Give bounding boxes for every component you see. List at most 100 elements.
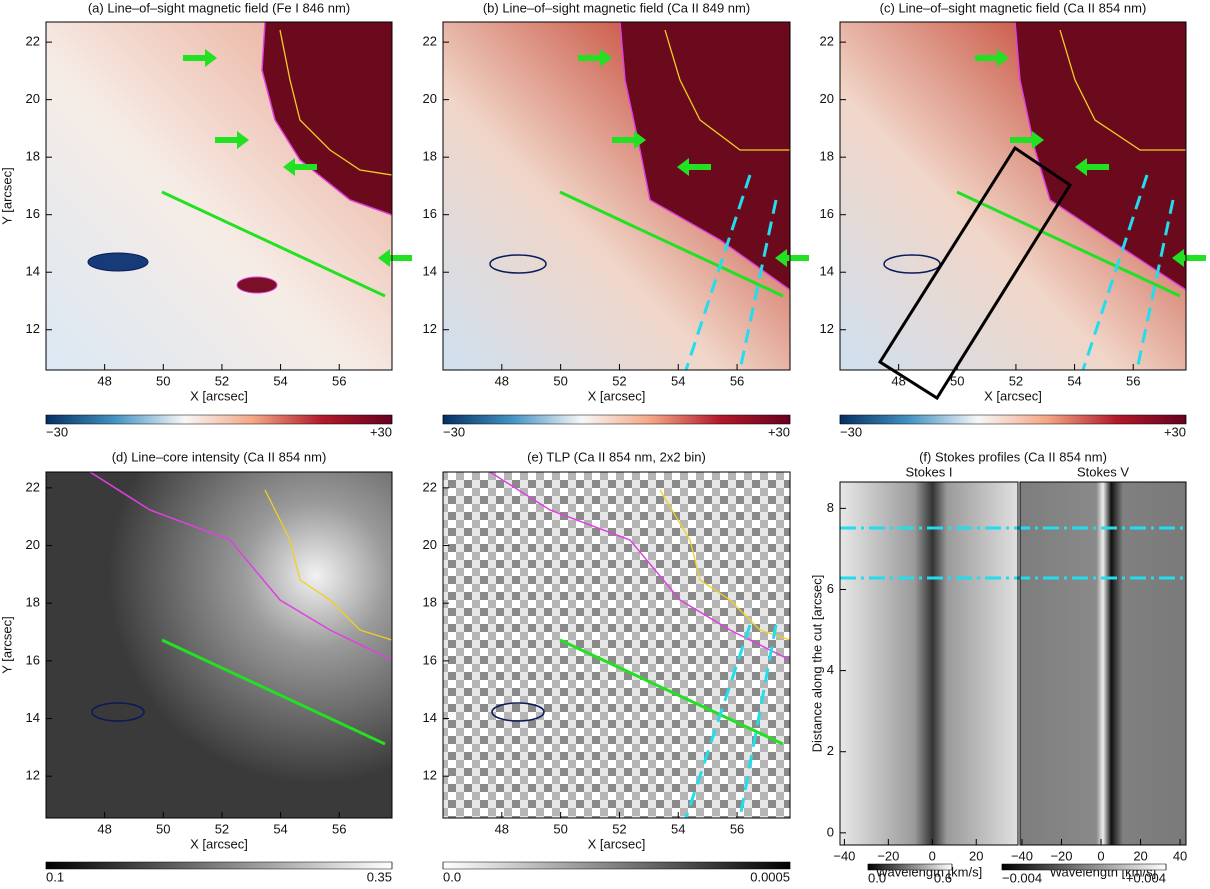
panel-title: (c) Line–of–sight magnetic field (Ca II … xyxy=(880,0,1147,15)
x-tick-label: 50 xyxy=(156,373,170,388)
panel-subtitle: Stokes V xyxy=(1077,464,1129,479)
x-tick-label: 56 xyxy=(1126,373,1140,388)
x-axis-label: X [arcsec] xyxy=(588,388,646,403)
x-tick-label: 54 xyxy=(273,821,287,836)
y-tick-label: 18 xyxy=(26,149,40,164)
y-tick-label: 14 xyxy=(820,264,834,279)
x-tick-label: 50 xyxy=(950,373,964,388)
y-tick-label: 12 xyxy=(423,768,437,783)
x-tick-label: 48 xyxy=(891,373,905,388)
x-tick-label: 48 xyxy=(495,373,509,388)
colorbar-label: 0.0005 xyxy=(750,869,790,884)
x-tick-label: 48 xyxy=(97,373,111,388)
colorbar xyxy=(1001,863,1167,871)
colorbar-label: 0.6 xyxy=(934,870,952,884)
colorbar-label: 0.35 xyxy=(367,869,392,884)
colorbar xyxy=(839,414,1187,425)
y-axis-label: Distance along the cut [arcsec] xyxy=(809,575,824,753)
y-tick-label: 14 xyxy=(26,264,40,279)
image-d xyxy=(46,471,393,818)
x-axis-label: X [arcsec] xyxy=(190,836,248,851)
y-tick-label: 18 xyxy=(26,595,40,610)
y-tick-label: 20 xyxy=(423,91,437,106)
colorbar-label: +30 xyxy=(370,424,392,439)
colorbar xyxy=(442,861,791,870)
y-tick-label: 14 xyxy=(26,710,40,725)
x-tick-label: 40 xyxy=(1173,848,1187,863)
y-tick-label: 12 xyxy=(26,768,40,783)
y-tick-label: 20 xyxy=(423,537,437,552)
x-tick-label: 54 xyxy=(671,373,685,388)
image-a xyxy=(46,21,412,370)
image-b xyxy=(443,21,809,371)
image-c xyxy=(840,21,1206,401)
colorbar-label: 0.0 xyxy=(443,869,461,884)
panel-title: (e) TLP (Ca II 854 nm, 2x2 bin) xyxy=(527,449,706,464)
colorbar-label: +30 xyxy=(768,424,790,439)
panel-title: (a) Line–of–sight magnetic field (Fe I 8… xyxy=(88,0,350,15)
x-tick-label: 54 xyxy=(671,821,685,836)
panel-title: (f) Stokes profiles (Ca II 854 nm) xyxy=(919,449,1107,464)
y-tick-label: 8 xyxy=(827,500,834,515)
x-axis-label: X [arcsec] xyxy=(984,388,1042,403)
y-tick-label: 22 xyxy=(820,34,834,49)
colorbar-label: −30 xyxy=(840,424,862,439)
colorbar-label: −30 xyxy=(46,424,68,439)
panel-title: (b) Line–of–sight magnetic field (Ca II … xyxy=(483,0,750,15)
y-tick-label: 20 xyxy=(26,537,40,552)
y-tick-label: 12 xyxy=(820,321,834,336)
colorbar-label: 0.0 xyxy=(868,870,886,884)
x-tick-label: 56 xyxy=(730,821,744,836)
plot-frame xyxy=(1019,481,1187,846)
y-tick-label: 22 xyxy=(26,34,40,49)
plot-frame xyxy=(442,471,791,819)
plot-frame xyxy=(442,21,791,371)
y-tick-label: 22 xyxy=(26,479,40,494)
plot-frame xyxy=(45,21,393,371)
image-f xyxy=(840,482,1186,845)
y-tick-label: 14 xyxy=(423,710,437,725)
x-tick-label: 56 xyxy=(332,821,346,836)
colorbar xyxy=(442,414,791,425)
y-tick-label: 18 xyxy=(820,149,834,164)
y-tick-label: 12 xyxy=(423,321,437,336)
y-axis-label: Y [arcsec] xyxy=(0,167,14,225)
panel-subtitle: Stokes I xyxy=(906,464,953,479)
y-tick-label: 14 xyxy=(423,264,437,279)
y-tick-label: 16 xyxy=(820,206,834,221)
y-tick-label: 16 xyxy=(26,206,40,221)
image-e xyxy=(443,471,791,819)
x-tick-label: −40 xyxy=(1011,848,1033,863)
x-tick-label: −40 xyxy=(833,848,855,863)
y-tick-label: 22 xyxy=(423,479,437,494)
x-tick-label: 20 xyxy=(969,848,983,863)
x-tick-label: 0 xyxy=(929,848,936,863)
y-tick-label: 2 xyxy=(827,743,834,758)
x-tick-label: 56 xyxy=(730,373,744,388)
colorbar-label: −0.004 xyxy=(1002,870,1042,884)
y-tick-label: 4 xyxy=(827,662,834,677)
y-tick-label: 0 xyxy=(827,824,834,839)
x-tick-label: 0 xyxy=(1097,848,1104,863)
y-tick-label: 16 xyxy=(26,652,40,667)
plot-frame xyxy=(839,481,1019,846)
colorbar-label: −30 xyxy=(443,424,465,439)
plot-frame xyxy=(839,21,1187,371)
x-tick-label: 48 xyxy=(97,821,111,836)
colorbar xyxy=(867,863,953,871)
y-tick-label: 6 xyxy=(827,581,834,596)
y-tick-label: 20 xyxy=(26,91,40,106)
x-axis-label: X [arcsec] xyxy=(588,836,646,851)
x-tick-label: 50 xyxy=(553,373,567,388)
colorbar-label: +30 xyxy=(1164,424,1186,439)
x-tick-label: 50 xyxy=(553,821,567,836)
x-tick-label: 52 xyxy=(215,373,229,388)
colorbar xyxy=(45,414,393,425)
y-tick-label: 16 xyxy=(423,206,437,221)
colorbar-label: +0.004 xyxy=(1126,870,1166,884)
y-axis-label: Y [arcsec] xyxy=(0,616,14,674)
y-tick-label: 12 xyxy=(26,321,40,336)
panel-title: (d) Line–core intensity (Ca II 854 nm) xyxy=(112,449,327,464)
x-tick-label: 50 xyxy=(156,821,170,836)
x-tick-label: 54 xyxy=(273,373,287,388)
